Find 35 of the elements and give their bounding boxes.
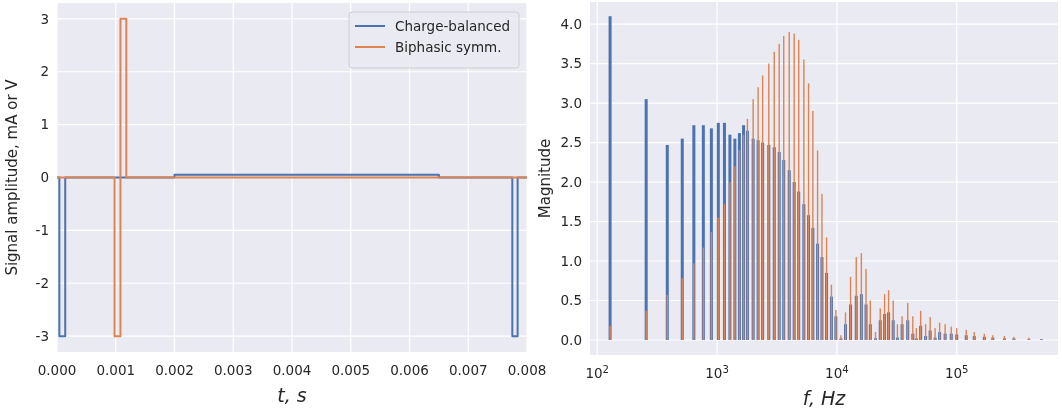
x-tick-label: 0.005: [331, 362, 371, 378]
x-tick-label: 0.003: [213, 362, 253, 378]
y-tick-label: 3.0: [560, 94, 582, 111]
y-tick-label: 0.0: [560, 331, 582, 348]
x-tick-label: 0.000: [37, 362, 77, 378]
y-tick-label: -1: [35, 222, 49, 239]
x-tick-label: 0.008: [507, 362, 547, 378]
y-tick-label: 2.5: [560, 134, 582, 151]
y-tick-label: 1.0: [560, 252, 582, 269]
y-tick-label: 3.5: [560, 55, 582, 72]
y-tick-label: 2: [40, 63, 49, 80]
y-tick-label: 0: [40, 169, 49, 186]
y-axis-title: Signal amplitude, mA or V: [3, 78, 21, 276]
x-tick-label: 10$^{3}$: [705, 363, 729, 381]
legend-label: Biphasic symm.: [395, 38, 502, 55]
y-tick-label: 0.5: [560, 292, 582, 309]
y-tick-label: 3: [40, 10, 49, 27]
x-tick-label: 0.002: [155, 362, 194, 378]
x-tick-label: 0.007: [448, 362, 488, 378]
y-tick-label: 1.5: [560, 213, 582, 230]
legend-label: Charge-balanced: [395, 17, 511, 34]
y-tick-label: -2: [35, 274, 49, 291]
y-tick-label: 1: [40, 116, 49, 133]
x-tick-label: 0.006: [390, 362, 429, 378]
x-tick-label: 0.004: [272, 362, 312, 378]
y-tick-label: 2.0: [560, 173, 582, 190]
x-axis-title: t, s: [277, 384, 307, 406]
x-tick-label: 10$^{2}$: [585, 363, 610, 381]
x-tick-label: 10$^{4}$: [825, 363, 849, 381]
y-tick-label: 4.0: [560, 15, 582, 32]
y-tick-label: -3: [35, 327, 49, 344]
y-axis-title: Magnitude: [536, 138, 554, 219]
x-axis-title: f, Hz: [802, 387, 847, 409]
x-tick-label: 10$^{5}$: [944, 363, 969, 381]
x-tick-label: 0.001: [96, 362, 136, 378]
